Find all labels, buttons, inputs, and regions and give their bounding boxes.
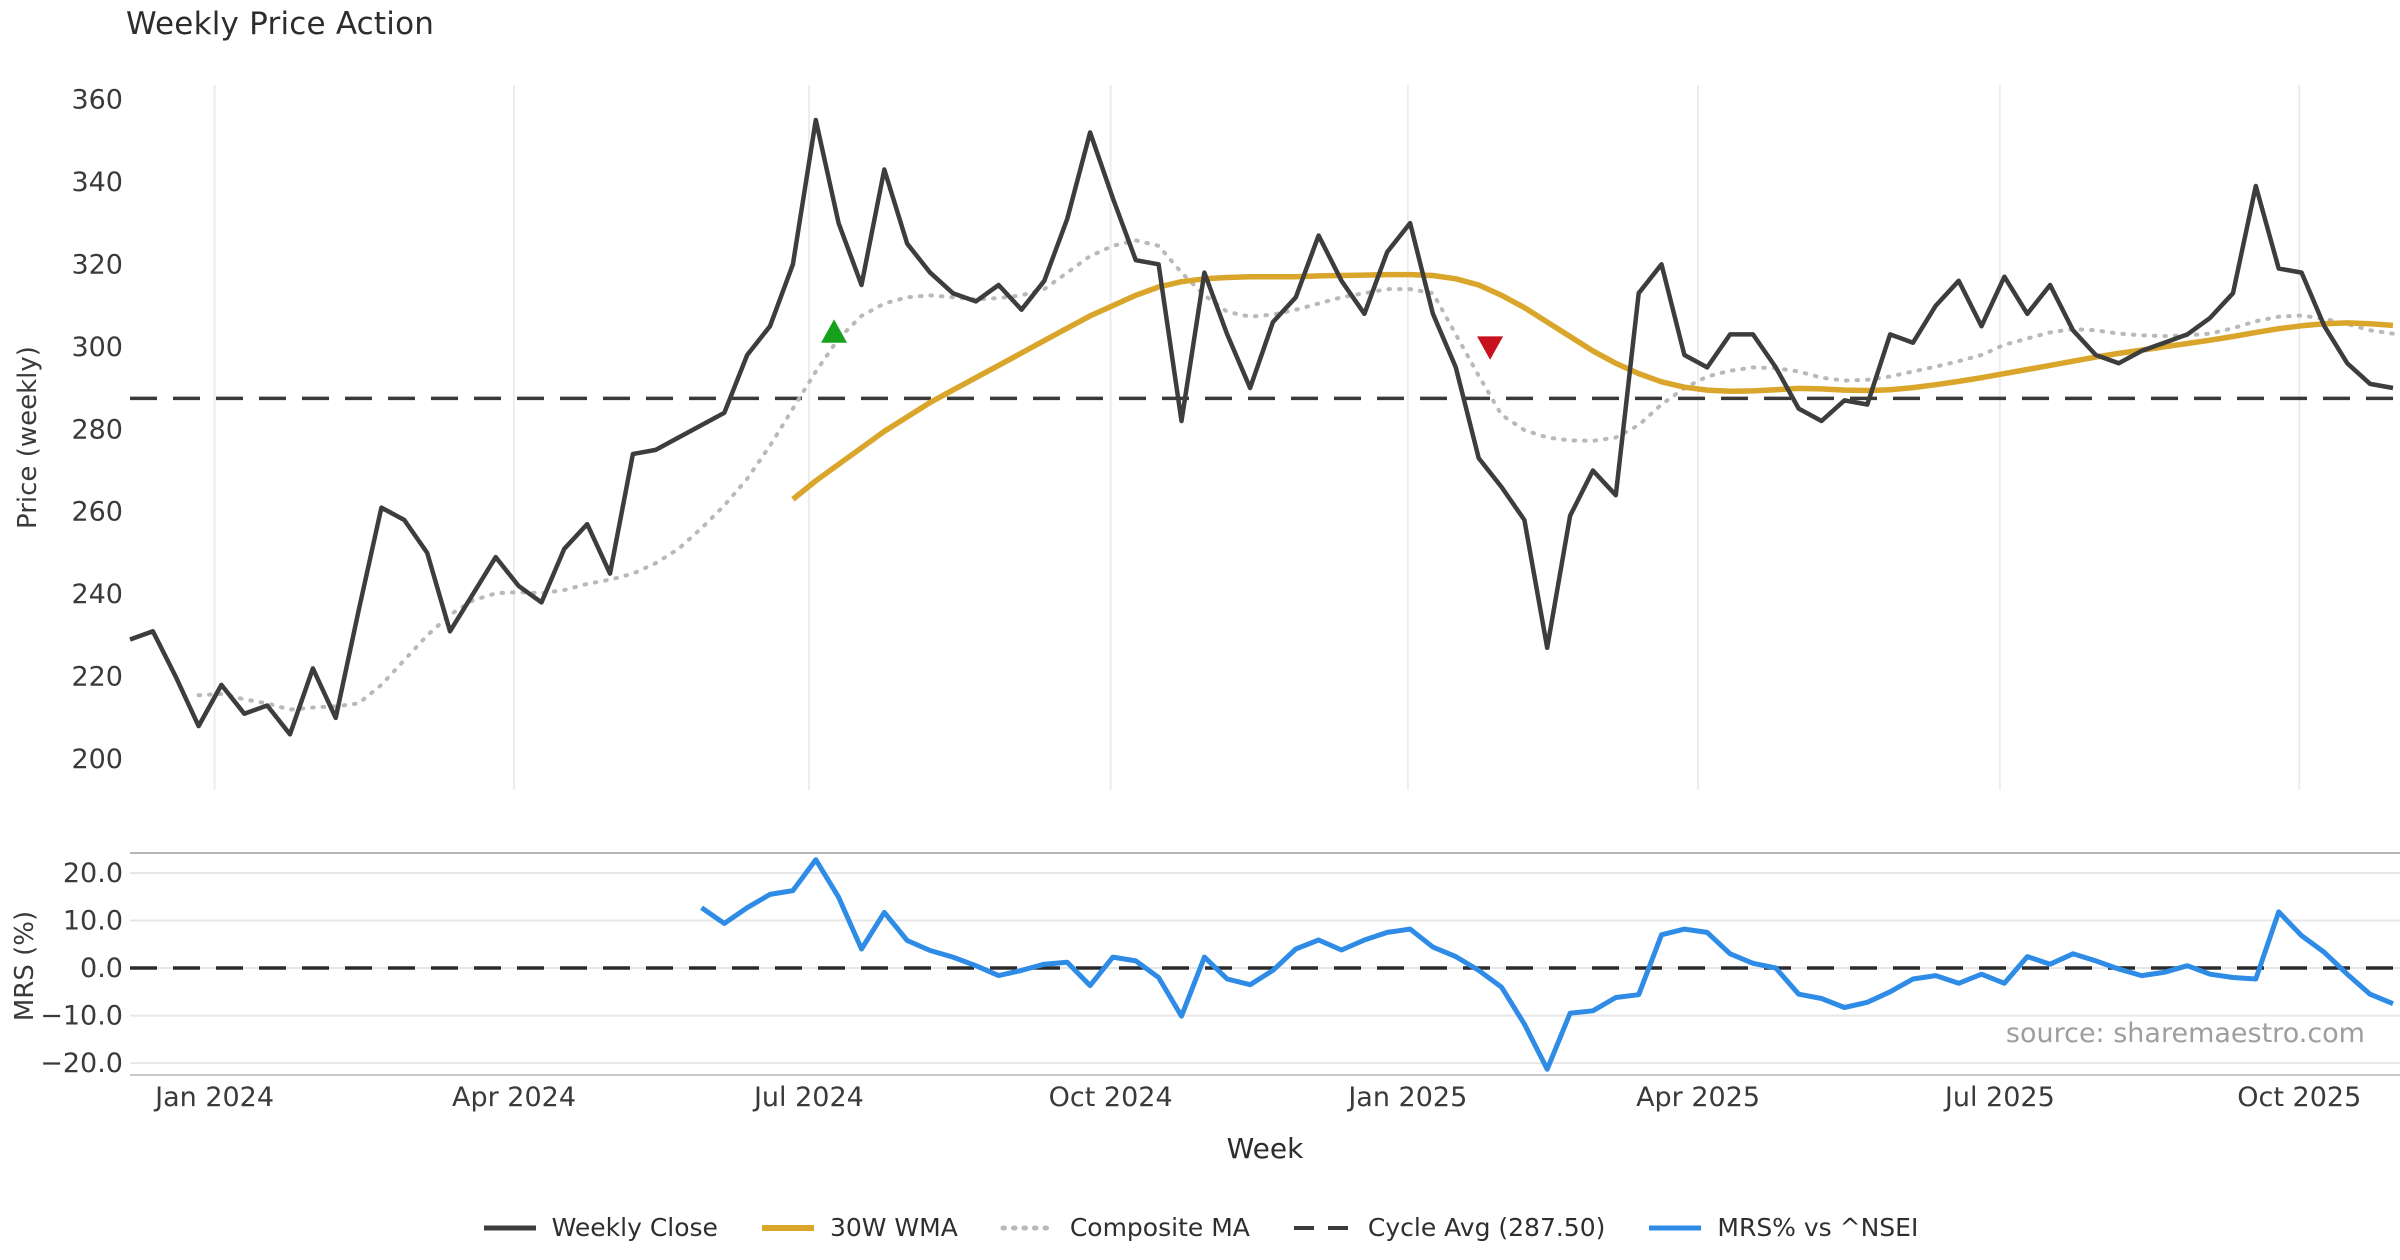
weekly-close-line [129, 117, 2394, 737]
legend-label: MRS% vs ^NSEI [1717, 1213, 1919, 1242]
x-tick-label: Apr 2024 [452, 1082, 576, 1113]
mrs-line [700, 857, 2394, 1072]
x-tick-label: Oct 2025 [2237, 1082, 2361, 1113]
x-tick-label: Apr 2025 [1636, 1082, 1760, 1113]
price-tick-label: 340 [71, 167, 123, 198]
legend-item-weekly-close: Weekly Close [482, 1213, 718, 1242]
legend-label: Composite MA [1069, 1213, 1250, 1242]
weekly-close-line-swatch-icon [483, 1225, 536, 1230]
price-tick-label: 320 [71, 249, 123, 280]
legend-label: Cycle Avg (287.50) [1367, 1213, 1606, 1242]
mrs-tick-label: −10.0 [40, 1001, 123, 1032]
mrs-tick-label: 10.0 [63, 906, 123, 937]
buy-signal-triangle-icon [821, 319, 848, 343]
wma-line [791, 271, 2394, 502]
legend-item-30w-wma: 30W WMA [760, 1213, 958, 1242]
mrs-tick-label: 0.0 [80, 953, 123, 984]
chart-legend: Weekly Close 30W WMA Composite MA Cycle … [0, 1213, 2400, 1242]
price-axis-label: Price (weekly) [13, 346, 43, 529]
x-tick-label: Jul 2025 [1943, 1082, 2055, 1113]
legend-item-composite-ma: Composite MA [1000, 1213, 1250, 1242]
mrs-line-swatch-icon [1649, 1225, 1702, 1230]
chart-title: Weekly Price Action [126, 6, 435, 42]
price-tick-label: 220 [71, 662, 123, 693]
legend-item-mrs: MRS% vs ^NSEI [1647, 1213, 1918, 1242]
price-tick-label: 300 [71, 332, 123, 363]
x-tick-label: Jan 2024 [153, 1082, 274, 1113]
cycle-avg-dashed-swatch-icon [1293, 1225, 1352, 1230]
x-tick-label: Oct 2024 [1049, 1082, 1173, 1113]
x-tick-label: Jul 2024 [752, 1082, 864, 1113]
composite-ma-dotted-swatch-icon [1000, 1225, 1056, 1230]
sell-signal-triangle-icon [1477, 336, 1504, 360]
legend-label: Weekly Close [551, 1213, 718, 1242]
source-attribution: source: sharemaestro.com [2005, 1018, 2365, 1049]
price-tick-label: 280 [71, 414, 123, 445]
x-tick-label: Jan 2025 [1346, 1082, 1467, 1113]
price-tick-label: 360 [71, 84, 123, 115]
price-tick-label: 240 [71, 579, 123, 610]
price-tick-label: 200 [71, 744, 123, 775]
wma-line-swatch-icon [761, 1224, 814, 1231]
mrs-tick-label: −20.0 [40, 1048, 123, 1079]
composite-ma-line [196, 238, 2395, 712]
price-tick-label: 260 [71, 497, 123, 528]
mrs-tick-label: 20.0 [63, 858, 123, 889]
legend-label: 30W WMA [829, 1213, 958, 1242]
legend-item-cycle-avg: Cycle Avg (287.50) [1292, 1213, 1606, 1242]
mrs-axis-label: MRS (%) [10, 910, 40, 1022]
x-axis-label: Week [1226, 1132, 1304, 1165]
